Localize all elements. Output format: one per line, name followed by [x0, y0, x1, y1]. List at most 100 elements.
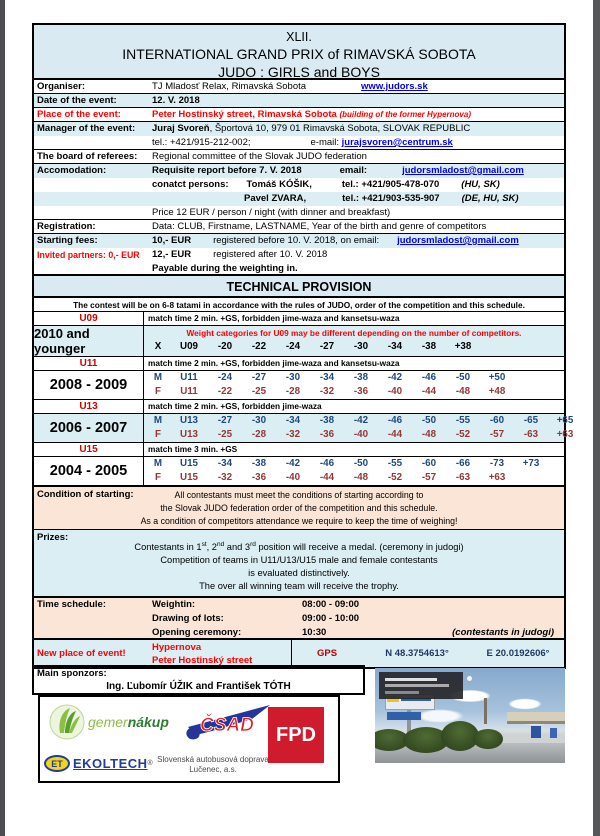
weight-value: -34 — [217, 458, 233, 469]
weight-values: -34 -38 -42 -46 -50 -55 -60 -66 -73 +73 — [208, 457, 548, 471]
manager-email-label: e-mail: — [310, 137, 340, 148]
prizes-line-3: is evaluated distinctively. — [248, 568, 350, 579]
schedule-row-weighin: Time schedule: Weightin: 08:00 - 09:00 — [34, 598, 564, 612]
weight-value: -40 — [353, 429, 369, 440]
info-row-fees-1: Starting fees: 10,- EUR registered before… — [34, 234, 564, 248]
fpd-logo: FPD — [268, 707, 324, 763]
referees-value: Regional committee of the Slovak JUDO fe… — [152, 151, 367, 162]
schedule-time: 10:30 — [302, 627, 327, 638]
weight-value: -32 — [217, 472, 233, 483]
sad-company-text: Slovenská autobusová doprava Lučenec, a.… — [148, 755, 278, 775]
year-block-u09: 2010 and younger Weight categories for U… — [34, 326, 564, 357]
weight-value: -38 — [251, 458, 267, 469]
weight-value: -42 — [285, 458, 301, 469]
sad-line-2: Lučenec, a.s. — [189, 765, 237, 774]
gps-longitude: E 20.0192606° — [486, 648, 550, 659]
weight-value: -38 — [421, 341, 437, 352]
condition-label: Condition of starting: — [37, 489, 134, 500]
years-u09: 2010 and younger — [34, 326, 144, 356]
weight-row-u09-x: X U09 -20 -22 -24 -27 -30 -34 -38 +38 — [144, 340, 564, 354]
registration-label: Registration: — [37, 221, 96, 232]
prizes-label: Prizes: — [37, 532, 69, 543]
referees-label: The board of referees: — [37, 151, 138, 162]
photo-fuel-pump-2 — [550, 728, 557, 738]
photo-fuel-pump — [531, 726, 541, 738]
row-sex: M — [153, 415, 163, 426]
sponsor-names: Ing. Ľubomír ÚŽIK and František TÓTH — [106, 681, 291, 692]
csad-wing-icon: ČSAD — [186, 705, 270, 740]
weight-value: -63 — [455, 472, 471, 483]
weight-values: -25 -28 -32 -36 -40 -44 -48 -52 -57 -63 +63 — [208, 428, 582, 442]
new-place-section: New place of event! Hypernova Peter Host… — [34, 640, 564, 669]
contact-persons-label: conatct persons: — [152, 179, 229, 190]
weight-value: -20 — [217, 341, 233, 352]
row-sex: M — [153, 458, 163, 469]
weight-value: -34 — [285, 415, 301, 426]
u09-weight-note: Weight categories for U09 may be differe… — [186, 328, 522, 338]
match-rule-u15: match time 3 min. +GS — [148, 444, 238, 454]
condition-line-1: All contestants must meet the conditions… — [174, 490, 424, 500]
sponsors-label: Main sponzors: — [37, 668, 107, 679]
photo-bush — [441, 721, 479, 751]
weight-value: -42 — [387, 372, 403, 383]
row-category: U13 — [180, 429, 198, 440]
prizes-line-4: The over all winning team will receive t… — [199, 581, 399, 592]
contact-tel-2: tel.: +421/903-535-907 — [342, 193, 440, 204]
weight-row-u15-f: F U15 -32 -36 -40 -44 -48 -52 -57 -63 +63 — [144, 471, 564, 485]
ekoltech-logo: ET EKOLTECH ® — [44, 755, 153, 772]
accomodation-email-link[interactable]: judorsmladost@gmail.com — [402, 165, 524, 176]
weight-value: -24 — [217, 372, 233, 383]
csad-logo: ČSAD — [182, 701, 274, 743]
gemernakup-text-1: gemer — [88, 714, 128, 730]
weight-value: -66 — [455, 458, 471, 469]
weight-value: -38 — [319, 415, 335, 426]
place-label: Place of the event: — [37, 109, 121, 120]
info-row-registration: Registration: Data: CLUB, Firstname, LAS… — [34, 220, 564, 234]
weight-value: -38 — [353, 372, 369, 383]
tatami-note: The contest will be on 6-8 tatami in acc… — [34, 298, 564, 312]
weight-values: -27 -30 -34 -38 -42 -46 -50 -55 -60 -65 +65 — [208, 414, 582, 428]
info-row-manager-1: Manager of the event: Juraj Svoreň, Špor… — [34, 122, 564, 136]
info-row-accomodation-1: Accomodation: Requisite report before 7.… — [34, 164, 564, 178]
info-row-place: Place of the event: Peter Hostinský stre… — [34, 108, 564, 122]
weight-value: -46 — [387, 415, 403, 426]
weight-value: -30 — [353, 341, 369, 352]
weight-row-u11-m: M U11 -24 -27 -30 -34 -38 -42 -46 -50 +50 — [144, 371, 564, 385]
manager-email-link[interactable]: jurajsvoren@centrum.sk — [341, 137, 453, 148]
prizes-section: Prizes: Contestants in 1st, 2nd and 3rd … — [34, 530, 564, 598]
weight-row-u15-m: M U15 -34 -38 -42 -46 -50 -55 -60 -66 -73 +73 — [144, 457, 564, 471]
contact-person-2: Pavel ZVARA, — [244, 193, 307, 204]
condition-line-2: the Slovak JUDO federation order of the … — [160, 503, 438, 513]
row-sex: X — [154, 341, 162, 352]
weight-value: -55 — [387, 458, 403, 469]
condition-of-starting-section: Condition of starting: All contestants m… — [34, 487, 564, 530]
schedule-time: 08:00 - 09:00 — [302, 599, 360, 610]
photo-bush — [375, 729, 409, 751]
year-block-u15: 2004 - 2005 M U15 -34 -38 -42 -46 -50 -55 -60-… — [34, 457, 564, 487]
schedule-row-lots: Drawing of lots: 09:00 - 10:00 — [34, 612, 564, 626]
photo-blue-sign — [387, 712, 421, 720]
year-block-u11: 2008 - 2009 M U11 -24 -27 -30 -34 -38 -42 -46-… — [34, 371, 564, 400]
fee-early-amount: 10,- EUR — [152, 235, 192, 246]
row-category: U13 — [180, 415, 198, 426]
ekoltech-text: EKOLTECH — [73, 756, 148, 771]
schedule-item: Weightin: — [152, 599, 196, 610]
weight-row-u11-f: F U11 -22 -25 -28 -32 -36 -40 -44 -48 +48 — [144, 385, 564, 399]
weight-value: +38 — [454, 341, 472, 352]
schedule-time: 09:00 - 10:00 — [302, 613, 360, 624]
weight-value: -22 — [251, 341, 267, 352]
weight-value: -24 — [285, 341, 301, 352]
new-place-line-1: Hypernova — [152, 642, 202, 653]
fpd-text: FPD — [276, 723, 316, 746]
fees-email-link[interactable]: judorsmladost@gmail.com — [397, 235, 519, 246]
contact-lang-1: (HU, SK) — [461, 179, 500, 190]
photo-bush — [473, 729, 503, 749]
weight-value: -46 — [421, 372, 437, 383]
new-place-label: New place of event! — [37, 648, 126, 659]
gemernakup-logo: gemernákup — [48, 703, 169, 741]
weight-values: -24 -27 -30 -34 -38 -42 -46 -50 +50 — [208, 371, 514, 385]
info-row-fees-2: Invited partners: 0,- EUR 12,- EUR regist… — [34, 248, 564, 262]
weight-value: -22 — [217, 386, 233, 397]
weight-value: -28 — [285, 386, 301, 397]
organiser-link[interactable]: www.judors.sk — [361, 81, 428, 92]
